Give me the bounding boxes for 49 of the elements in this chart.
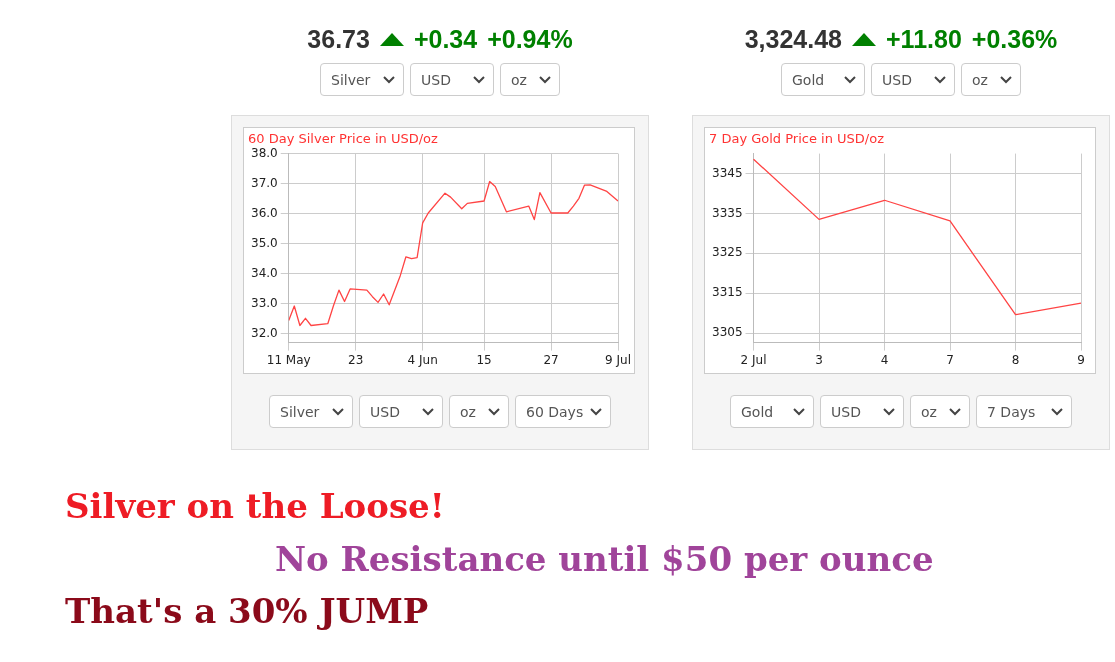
y-tick-label: 3315 bbox=[711, 285, 743, 300]
text: USD bbox=[831, 403, 861, 420]
y-tick-label: 34.0 bbox=[251, 265, 278, 280]
y-tick-label: 36.0 bbox=[251, 205, 278, 220]
text: USD bbox=[882, 71, 912, 88]
x-tick-label: 15 bbox=[476, 352, 492, 367]
text: 3,324.48 bbox=[744, 25, 843, 54]
x-tick-label: 8 bbox=[1011, 352, 1020, 367]
chart-title: 7 Day Gold Price in USD/oz bbox=[709, 131, 885, 147]
text: oz bbox=[921, 403, 937, 420]
text: Silver bbox=[331, 71, 371, 88]
y-tick-label: 3305 bbox=[711, 325, 743, 340]
x-tick-label: 9 bbox=[1077, 352, 1085, 367]
text: USD bbox=[421, 71, 451, 88]
x-tick-label: 7 bbox=[946, 352, 954, 367]
x-tick-label: 4 Jun bbox=[407, 352, 438, 367]
text: +0.94% bbox=[487, 25, 573, 54]
text: 60 Days bbox=[526, 403, 584, 420]
text: oz bbox=[972, 71, 988, 88]
text: +0.34 bbox=[413, 25, 478, 54]
x-tick-label: 4 bbox=[880, 352, 889, 367]
text: Silver bbox=[280, 403, 320, 420]
y-tick-label: 3345 bbox=[711, 165, 743, 180]
text: No Resistance until $50 per ounce bbox=[275, 539, 934, 579]
y-tick-label: 3335 bbox=[711, 205, 743, 220]
text: oz bbox=[511, 71, 527, 88]
text: Gold bbox=[792, 71, 825, 88]
text: That's a 30% JUMP bbox=[65, 591, 429, 631]
text: oz bbox=[460, 403, 476, 420]
text: +11.80 bbox=[886, 25, 962, 54]
x-tick-label: 2 Jul bbox=[740, 352, 767, 367]
text: 7 Days bbox=[987, 403, 1036, 420]
x-tick-label: 23 bbox=[348, 352, 364, 367]
text: Silver on the Loose! bbox=[65, 486, 445, 526]
y-tick-label: 3325 bbox=[711, 245, 743, 260]
text: Gold bbox=[741, 403, 774, 420]
x-tick-label: 27 bbox=[543, 352, 559, 367]
y-tick-label: 33.0 bbox=[251, 295, 278, 310]
y-tick-label: 35.0 bbox=[251, 235, 278, 250]
y-tick-label: 37.0 bbox=[251, 175, 278, 190]
text: 36.73 bbox=[307, 25, 370, 54]
y-tick-label: 32.0 bbox=[251, 325, 278, 340]
chart-title: 60 Day Silver Price in USD/oz bbox=[248, 131, 439, 147]
x-tick-label: 11 May bbox=[266, 352, 311, 367]
text: +0.36% bbox=[971, 25, 1058, 54]
y-tick-label: 38.0 bbox=[251, 145, 278, 160]
text: USD bbox=[370, 403, 400, 420]
x-tick-label: 3 bbox=[815, 352, 823, 367]
x-tick-label: 9 Jul bbox=[605, 352, 631, 367]
